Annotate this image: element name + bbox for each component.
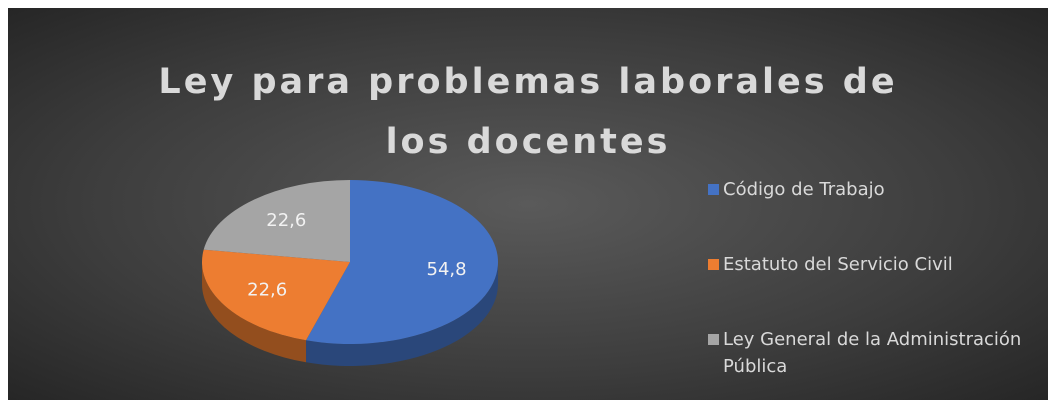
chart-area: Ley para problemas laborales de los doce… xyxy=(8,8,1048,400)
data-label: 22,6 xyxy=(266,210,306,231)
legend-label: Ley General de la Administración Pública xyxy=(723,329,1022,377)
slice-side xyxy=(202,262,307,363)
legend-label: Estatuto del Servicio Civil xyxy=(723,254,953,275)
legend-swatch xyxy=(708,259,719,270)
data-label: 54,8 xyxy=(427,259,467,280)
legend-item: Ley General de la Administración Pública xyxy=(708,326,1048,380)
chart-title: Ley para problemas laborales de los doce… xyxy=(158,62,898,162)
legend-label: Código de Trabajo xyxy=(723,179,885,200)
pie-plot: 54,8 22,6 22,6 xyxy=(201,180,499,366)
legend-swatch xyxy=(708,184,719,195)
legend-item: Estatuto del Servicio Civil xyxy=(708,251,1048,278)
slice xyxy=(306,180,499,344)
legend-item: Código de Trabajo xyxy=(708,176,1048,203)
slice-side xyxy=(306,262,498,366)
slice xyxy=(203,180,350,262)
data-label: 22,6 xyxy=(247,280,287,301)
slice xyxy=(201,249,350,341)
legend-swatch xyxy=(708,334,719,345)
